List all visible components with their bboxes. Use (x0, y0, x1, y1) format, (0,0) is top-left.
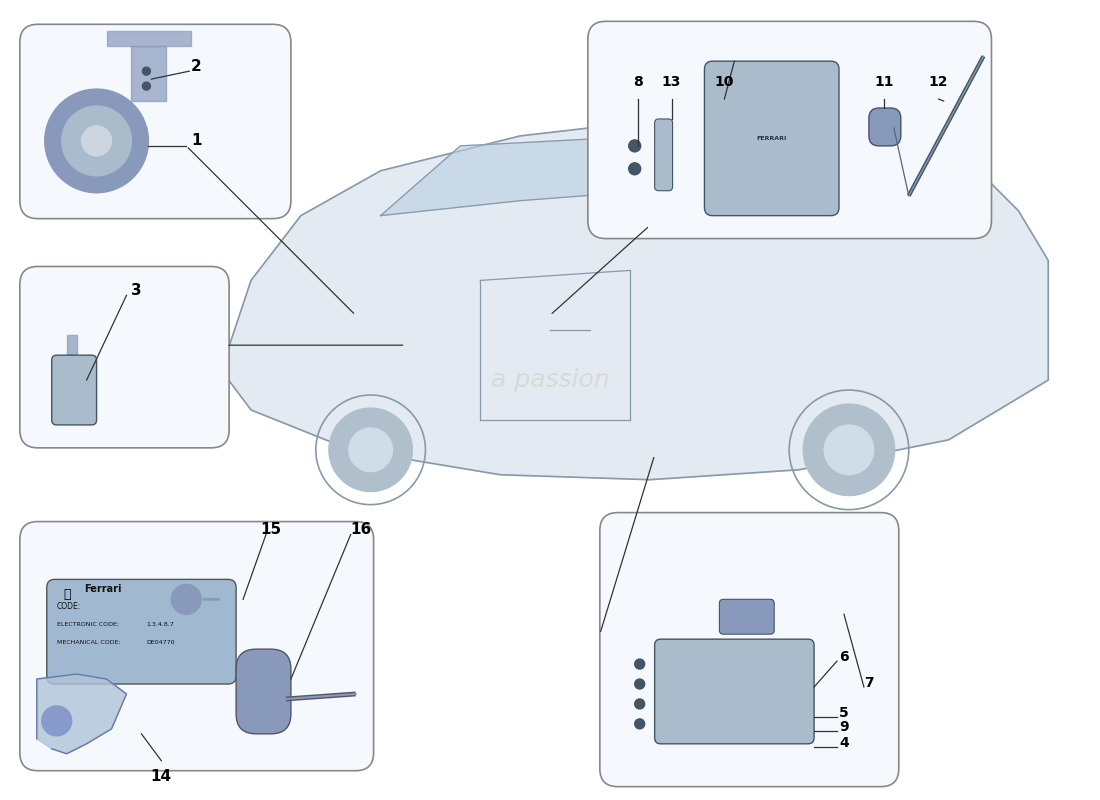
Circle shape (635, 699, 645, 709)
Polygon shape (381, 136, 650, 216)
FancyBboxPatch shape (600, 513, 899, 786)
Text: 10: 10 (715, 75, 734, 89)
Text: 1.3.4.8.7: 1.3.4.8.7 (146, 622, 174, 626)
Text: 13: 13 (662, 75, 681, 89)
Text: 1: 1 (191, 134, 201, 149)
FancyBboxPatch shape (47, 579, 236, 684)
FancyBboxPatch shape (236, 649, 290, 734)
Text: 9: 9 (839, 720, 849, 734)
Circle shape (629, 140, 640, 152)
Polygon shape (67, 335, 77, 360)
Circle shape (635, 659, 645, 669)
Text: 5: 5 (839, 706, 849, 720)
Text: 16: 16 (350, 522, 372, 537)
Circle shape (635, 719, 645, 729)
Text: DE04770: DE04770 (146, 640, 175, 645)
FancyBboxPatch shape (654, 639, 814, 744)
Circle shape (81, 126, 111, 156)
Text: a passion: a passion (491, 368, 609, 392)
Polygon shape (36, 674, 126, 754)
Circle shape (635, 679, 645, 689)
Polygon shape (700, 146, 899, 186)
Circle shape (824, 425, 873, 474)
Circle shape (62, 106, 132, 176)
FancyBboxPatch shape (869, 108, 901, 146)
Circle shape (42, 706, 72, 736)
Text: a passion: a passion (491, 428, 609, 452)
FancyBboxPatch shape (587, 22, 991, 238)
Circle shape (349, 428, 393, 472)
Circle shape (45, 89, 148, 193)
Text: 11: 11 (874, 75, 893, 89)
Text: MECHANICAL CODE:: MECHANICAL CODE: (57, 640, 120, 645)
Text: CODE:: CODE: (57, 602, 81, 610)
Text: Ferrari: Ferrari (84, 584, 121, 594)
Circle shape (629, 163, 640, 174)
Text: 2: 2 (191, 58, 201, 74)
Circle shape (803, 404, 894, 496)
Circle shape (142, 67, 151, 75)
FancyBboxPatch shape (704, 61, 839, 216)
Circle shape (172, 584, 201, 614)
Text: FERRARI: FERRARI (756, 137, 786, 142)
Polygon shape (221, 121, 1048, 480)
Polygon shape (132, 46, 166, 101)
Text: 7: 7 (865, 676, 873, 690)
Circle shape (142, 82, 151, 90)
Text: 6: 6 (839, 650, 849, 664)
Text: 12: 12 (928, 75, 948, 89)
Text: 15: 15 (261, 522, 282, 537)
Text: 3: 3 (131, 283, 142, 298)
Text: 4: 4 (839, 736, 849, 750)
Text: 14: 14 (151, 769, 172, 784)
Text: 8: 8 (632, 75, 642, 89)
Polygon shape (107, 31, 191, 46)
FancyBboxPatch shape (654, 119, 672, 190)
Text: 🐴: 🐴 (63, 588, 70, 601)
Circle shape (329, 408, 412, 492)
FancyBboxPatch shape (20, 24, 290, 218)
FancyBboxPatch shape (20, 266, 229, 448)
Polygon shape (57, 360, 87, 420)
FancyBboxPatch shape (52, 355, 97, 425)
FancyBboxPatch shape (20, 522, 374, 770)
FancyBboxPatch shape (719, 599, 774, 634)
Text: ELECTRONIC CODE:: ELECTRONIC CODE: (57, 622, 119, 626)
